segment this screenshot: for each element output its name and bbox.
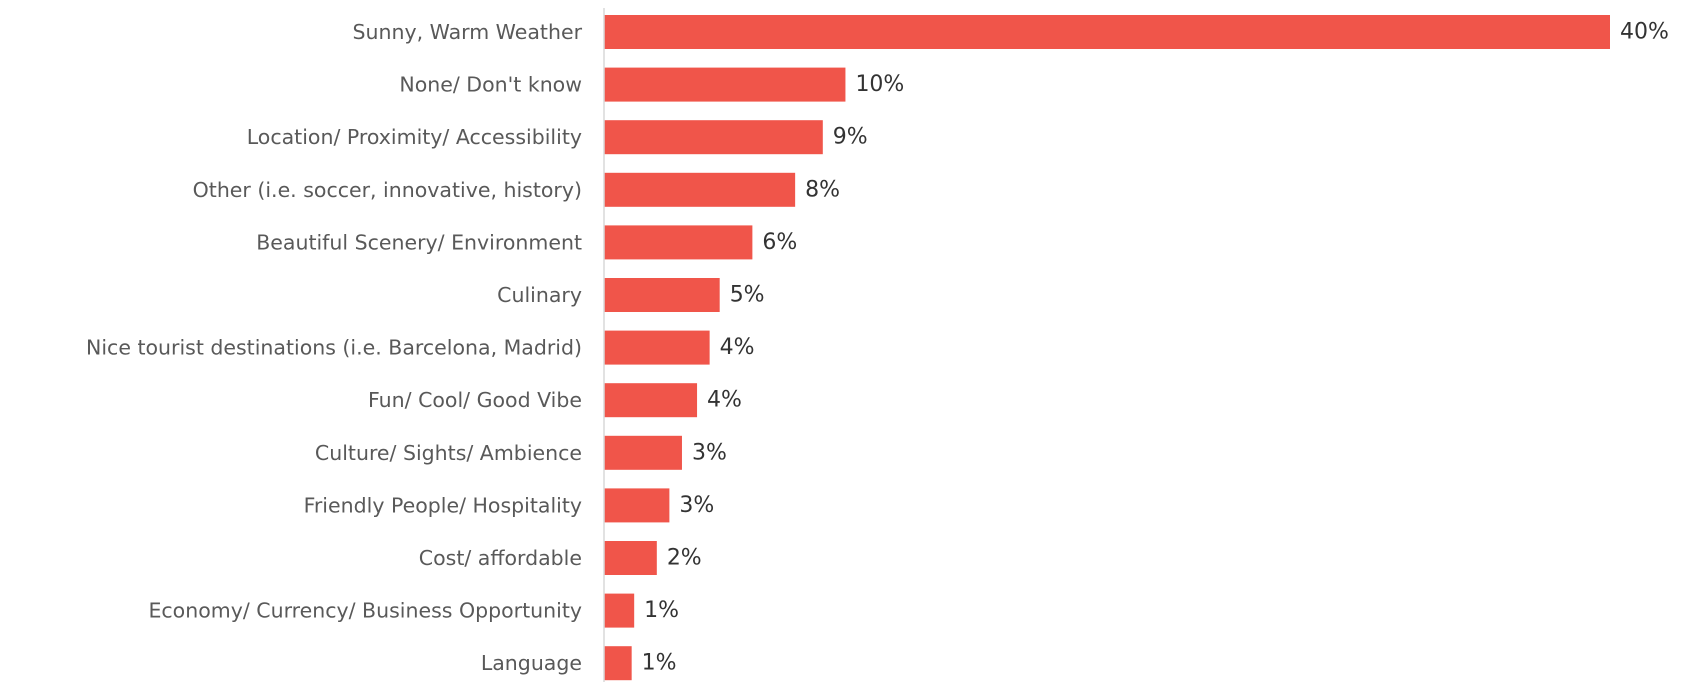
value-label: 6% [762,230,797,255]
value-label: 10% [855,72,904,97]
category-label: Sunny, Warm Weather [352,20,582,44]
bar [604,278,720,312]
bar [604,330,710,365]
bar [604,225,753,260]
value-label: 4% [720,335,755,360]
value-label: 40% [1620,20,1669,45]
bar [604,435,682,470]
category-label: None/ Don't know [399,73,582,97]
category-label: Nice tourist destinations (i.e. Barcelon… [86,336,582,360]
value-label: 5% [730,283,765,308]
bar-row: Location/ Proximity/ Accessibility 9% [247,120,868,155]
bar [604,541,657,575]
bar-row: Beautiful Scenery/ Environment 6% [256,225,797,260]
bar-row: Sunny, Warm Weather 40% [352,15,1669,49]
value-label: 1% [644,598,679,623]
category-label: Other (i.e. soccer, innovative, history) [193,178,582,202]
value-label: 3% [679,493,714,518]
bar-row: Culinary 5% [497,278,765,312]
bars-layer: Sunny, Warm Weather 40% None/ Don't know 10… [86,15,1669,681]
bar [604,593,635,628]
bar [604,67,846,102]
bar [604,383,698,418]
value-label: 9% [833,125,868,150]
bar-row: Economy/ Currency/ Business Opportunity 1… [148,593,679,628]
category-label: Location/ Proximity/ Accessibility [247,125,582,149]
value-label: 4% [707,388,742,413]
category-label: Cost/ affordable [419,546,582,570]
bar-row: Culture/ Sights/ Ambience 3% [315,435,727,470]
value-label: 2% [667,546,702,571]
category-label: Economy/ Currency/ Business Opportunity [148,599,582,623]
bar-row: Other (i.e. soccer, innovative, history)… [193,172,840,207]
bar [604,488,670,523]
category-label: Friendly People/ Hospitality [304,493,582,517]
category-label: Culinary [497,283,582,307]
value-label: 1% [642,651,677,676]
bar-row: Fun/ Cool/ Good Vibe 4% [368,383,742,418]
bar [604,646,632,681]
bar-row: Friendly People/ Hospitality 3% [304,488,714,523]
value-label: 3% [692,440,727,465]
bar [604,15,1610,49]
bar [604,172,796,207]
value-label: 8% [805,177,840,202]
bar [604,120,823,155]
bar-row: Language 1% [481,646,677,681]
bar-row: Nice tourist destinations (i.e. Barcelon… [86,330,755,365]
category-label: Beautiful Scenery/ Environment [256,230,582,254]
bar-row: Cost/ affordable 2% [419,541,702,575]
category-label: Culture/ Sights/ Ambience [315,441,582,465]
category-label: Fun/ Cool/ Good Vibe [368,388,582,412]
category-label: Language [481,651,582,675]
bar-row: None/ Don't know 10% [399,67,904,102]
